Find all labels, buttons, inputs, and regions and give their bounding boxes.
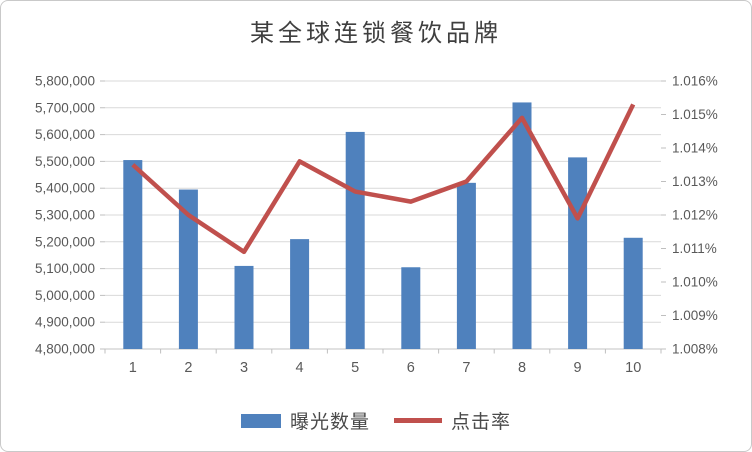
left-axis-label: 5,100,000 — [35, 261, 95, 276]
bar — [456, 182, 476, 349]
right-axis-label: 1.011% — [672, 241, 717, 256]
bar — [123, 160, 143, 349]
chart-title: 某全球连锁餐饮品牌 — [250, 21, 502, 47]
bar — [290, 239, 310, 349]
left-axis-label: 5,700,000 — [35, 100, 95, 115]
x-axis-label: 3 — [240, 360, 248, 376]
legend: 曝光数量 点击率 — [1, 407, 751, 434]
x-axis-label: 6 — [407, 360, 415, 376]
legend-item-bars: 曝光数量 — [240, 407, 370, 434]
left-axis-label: 4,900,000 — [35, 315, 95, 330]
right-axis-label: 1.012% — [672, 208, 718, 223]
right-axis-label: 1.013% — [672, 174, 718, 189]
right-axis-label: 1.016% — [672, 74, 718, 89]
x-axis-label: 7 — [462, 360, 470, 376]
left-axis-label: 5,600,000 — [35, 127, 95, 142]
left-axis-label: 5,400,000 — [35, 181, 95, 196]
bar — [234, 265, 254, 349]
x-axis-label: 8 — [518, 360, 526, 376]
bar — [178, 189, 198, 349]
x-axis-label: 9 — [574, 360, 582, 376]
x-axis-label: 5 — [351, 360, 359, 376]
x-axis-label: 10 — [625, 360, 641, 376]
right-axis-label: 1.008% — [672, 342, 718, 357]
right-axis-label: 1.015% — [672, 107, 718, 122]
bar — [568, 157, 588, 349]
bar — [623, 237, 643, 349]
line-series — [131, 103, 636, 255]
legend-line-swatch-icon — [394, 418, 442, 423]
left-axis-label: 5,200,000 — [35, 234, 95, 249]
legend-line-label: 点击率 — [451, 412, 512, 433]
left-axis-label: 5,000,000 — [35, 288, 95, 303]
legend-item-line: 点击率 — [394, 407, 511, 434]
left-axis-label: 5,800,000 — [35, 74, 95, 89]
left-axis-label: 5,300,000 — [35, 208, 95, 223]
bar — [512, 102, 532, 349]
legend-bar-label: 曝光数量 — [289, 412, 370, 433]
bar — [345, 131, 365, 349]
left-axis-label: 4,800,000 — [35, 342, 95, 357]
left-axis-label: 5,500,000 — [35, 154, 95, 169]
right-axis-label: 1.010% — [672, 275, 718, 290]
legend-bar-swatch-icon — [240, 413, 281, 428]
x-axis-label: 4 — [296, 360, 304, 376]
bar — [401, 267, 421, 349]
x-axis-label: 1 — [129, 360, 137, 376]
right-axis-label: 1.009% — [672, 308, 718, 323]
x-axis-label: 2 — [184, 360, 192, 376]
right-axis-label: 1.014% — [672, 141, 718, 156]
